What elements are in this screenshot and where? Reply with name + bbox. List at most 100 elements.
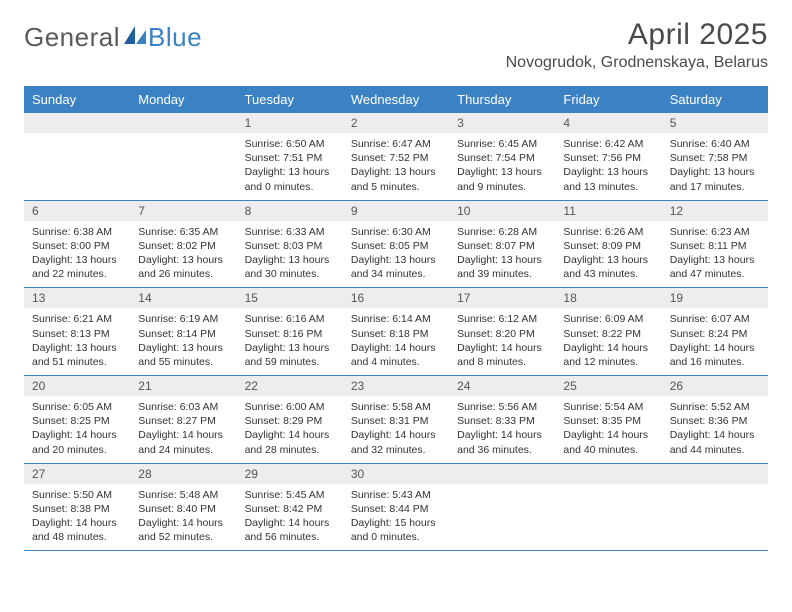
day-number: 17 bbox=[449, 288, 555, 308]
calendar-day-cell: 16Sunrise: 6:14 AMSunset: 8:18 PMDayligh… bbox=[343, 288, 449, 376]
sunrise-text: Sunrise: 6:05 AM bbox=[32, 400, 122, 414]
daylight-text: Daylight: 13 hours and 43 minutes. bbox=[563, 253, 653, 281]
sunrise-text: Sunrise: 6:38 AM bbox=[32, 225, 122, 239]
calendar-day-cell: 8Sunrise: 6:33 AMSunset: 8:03 PMDaylight… bbox=[237, 200, 343, 288]
day-number: 16 bbox=[343, 288, 449, 308]
calendar-week-row: 1Sunrise: 6:50 AMSunset: 7:51 PMDaylight… bbox=[24, 113, 768, 200]
sunrise-text: Sunrise: 5:56 AM bbox=[457, 400, 547, 414]
sunrise-text: Sunrise: 6:50 AM bbox=[245, 137, 335, 151]
sunset-text: Sunset: 8:40 PM bbox=[138, 502, 228, 516]
daylight-text: Daylight: 14 hours and 4 minutes. bbox=[351, 341, 441, 369]
day-header: Friday bbox=[555, 86, 661, 113]
sunset-text: Sunset: 8:31 PM bbox=[351, 414, 441, 428]
calendar-day-cell: 25Sunrise: 5:54 AMSunset: 8:35 PMDayligh… bbox=[555, 376, 661, 464]
day-body: Sunrise: 6:40 AMSunset: 7:58 PMDaylight:… bbox=[662, 133, 768, 200]
calendar-day-cell: 21Sunrise: 6:03 AMSunset: 8:27 PMDayligh… bbox=[130, 376, 236, 464]
daylight-text: Daylight: 13 hours and 0 minutes. bbox=[245, 165, 335, 193]
day-body bbox=[662, 484, 768, 540]
sunset-text: Sunset: 8:16 PM bbox=[245, 327, 335, 341]
calendar-week-row: 13 Sunrise: 6:21 AMSunset: 8:13 PM Dayligh… bbox=[24, 288, 768, 376]
calendar-day-cell: 3Sunrise: 6:45 AMSunset: 7:54 PMDaylight… bbox=[449, 113, 555, 200]
calendar-week-row: 20Sunrise: 6:05 AMSunset: 8:25 PMDayligh… bbox=[24, 376, 768, 464]
day-body: Sunrise: 6:23 AMSunset: 8:11 PMDaylight:… bbox=[662, 221, 768, 288]
day-number: 13 bbox=[24, 288, 130, 308]
sunset-text: Sunset: 8:42 PM bbox=[245, 502, 335, 516]
sunrise-text: Sunrise: 6:14 AM bbox=[351, 312, 441, 326]
sunrise-text: Sunrise: 5:48 AM bbox=[138, 488, 228, 502]
calendar-day-cell: 22Sunrise: 6:00 AMSunset: 8:29 PMDayligh… bbox=[237, 376, 343, 464]
sunset-text: Sunset: 8:38 PM bbox=[32, 502, 122, 516]
day-number: 1 bbox=[237, 113, 343, 133]
sunset-text: Sunset: 8:00 PM bbox=[32, 239, 122, 253]
daylight-text: Daylight: 14 hours and 56 minutes. bbox=[245, 516, 335, 544]
day-body: Sunrise: 6:42 AMSunset: 7:56 PMDaylight:… bbox=[555, 133, 661, 200]
day-body: Sunrise: 6:35 AMSunset: 8:02 PMDaylight:… bbox=[130, 221, 236, 288]
sunrise-text: Sunrise: 6:47 AM bbox=[351, 137, 441, 151]
sunset-text: Sunset: 8:13 PM bbox=[32, 327, 122, 341]
sunrise-text: Sunrise: 6:23 AM bbox=[670, 225, 760, 239]
logo-text-blue: Blue bbox=[148, 22, 202, 53]
daylight-text: Daylight: 13 hours and 9 minutes. bbox=[457, 165, 547, 193]
calendar-day-cell: 14Sunrise: 6:19 AMSunset: 8:14 PMDayligh… bbox=[130, 288, 236, 376]
daylight-text: Daylight: 14 hours and 12 minutes. bbox=[563, 341, 653, 369]
sunrise-text: Sunrise: 5:54 AM bbox=[563, 400, 653, 414]
sunset-text: Sunset: 8:36 PM bbox=[670, 414, 760, 428]
day-body: Sunrise: 5:48 AMSunset: 8:40 PMDaylight:… bbox=[130, 484, 236, 551]
sunrise-text: Sunrise: 5:50 AM bbox=[32, 488, 122, 502]
day-body: Sunrise: 6:26 AMSunset: 8:09 PMDaylight:… bbox=[555, 221, 661, 288]
day-body: Sunrise: 6:03 AMSunset: 8:27 PMDaylight:… bbox=[130, 396, 236, 463]
day-number: 21 bbox=[130, 376, 236, 396]
calendar-day-cell: 12Sunrise: 6:23 AMSunset: 8:11 PMDayligh… bbox=[662, 200, 768, 288]
sunset-text: Sunset: 8:11 PM bbox=[670, 239, 760, 253]
sunset-text: Sunset: 8:03 PM bbox=[245, 239, 335, 253]
day-header: Monday bbox=[130, 86, 236, 113]
calendar-day-cell bbox=[662, 463, 768, 551]
day-body: Sunrise: 6:38 AMSunset: 8:00 PMDaylight:… bbox=[24, 221, 130, 288]
location-subtitle: Novogrudok, Grodnenskaya, Belarus bbox=[506, 54, 768, 72]
day-body bbox=[555, 484, 661, 540]
calendar-day-cell: 9Sunrise: 6:30 AMSunset: 8:05 PMDaylight… bbox=[343, 200, 449, 288]
day-number: 6 bbox=[24, 201, 130, 221]
logo-sail-icon bbox=[124, 26, 146, 51]
daylight-text: Daylight: 14 hours and 36 minutes. bbox=[457, 428, 547, 456]
day-number: 8 bbox=[237, 201, 343, 221]
month-title: April 2025 bbox=[506, 18, 768, 52]
daylight-text: Daylight: 13 hours and 47 minutes. bbox=[670, 253, 760, 281]
day-number: 3 bbox=[449, 113, 555, 133]
calendar-day-cell bbox=[24, 113, 130, 200]
calendar-day-cell: 29Sunrise: 5:45 AMSunset: 8:42 PMDayligh… bbox=[237, 463, 343, 551]
day-header: Sunday bbox=[24, 86, 130, 113]
sunset-text: Sunset: 8:09 PM bbox=[563, 239, 653, 253]
sunrise-text: Sunrise: 6:00 AM bbox=[245, 400, 335, 414]
daylight-text: Daylight: 14 hours and 28 minutes. bbox=[245, 428, 335, 456]
day-body: Sunrise: 6:28 AMSunset: 8:07 PMDaylight:… bbox=[449, 221, 555, 288]
calendar-day-cell: 15Sunrise: 6:16 AMSunset: 8:16 PMDayligh… bbox=[237, 288, 343, 376]
sunrise-text: Sunrise: 6:07 AM bbox=[670, 312, 760, 326]
logo: General Blue bbox=[24, 22, 202, 53]
daylight-text: Daylight: 13 hours and 30 minutes. bbox=[245, 253, 335, 281]
day-body: Sunrise: 6:05 AMSunset: 8:25 PMDaylight:… bbox=[24, 396, 130, 463]
calendar-table: Sunday Monday Tuesday Wednesday Thursday… bbox=[24, 86, 768, 551]
sunset-text: Sunset: 8:22 PM bbox=[563, 327, 653, 341]
sunrise-text: Sunrise: 6:21 AM bbox=[32, 312, 122, 326]
calendar-day-cell: 13Sunrise: 6:21 AMSunset: 8:13 PMDayligh… bbox=[24, 288, 130, 376]
calendar-day-cell: 20Sunrise: 6:05 AMSunset: 8:25 PMDayligh… bbox=[24, 376, 130, 464]
day-header: Saturday bbox=[662, 86, 768, 113]
day-number: 18 bbox=[555, 288, 661, 308]
calendar-day-cell: 2Sunrise: 6:47 AMSunset: 7:52 PMDaylight… bbox=[343, 113, 449, 200]
calendar-body: 1Sunrise: 6:50 AMSunset: 7:51 PMDaylight… bbox=[24, 113, 768, 551]
sunrise-text: Sunrise: 5:45 AM bbox=[245, 488, 335, 502]
day-body bbox=[24, 133, 130, 189]
sunset-text: Sunset: 8:07 PM bbox=[457, 239, 547, 253]
sunrise-text: Sunrise: 6:30 AM bbox=[351, 225, 441, 239]
sunset-text: Sunset: 8:33 PM bbox=[457, 414, 547, 428]
sunrise-text: Sunrise: 6:40 AM bbox=[670, 137, 760, 151]
daylight-text: Daylight: 13 hours and 39 minutes. bbox=[457, 253, 547, 281]
day-body: Sunrise: 5:50 AMSunset: 8:38 PMDaylight:… bbox=[24, 484, 130, 551]
sunset-text: Sunset: 8:14 PM bbox=[138, 327, 228, 341]
day-number: 15 bbox=[237, 288, 343, 308]
sunset-text: Sunset: 8:25 PM bbox=[32, 414, 122, 428]
calendar-week-row: 6Sunrise: 6:38 AMSunset: 8:00 PMDaylight… bbox=[24, 200, 768, 288]
day-header: Thursday bbox=[449, 86, 555, 113]
sunset-text: Sunset: 8:27 PM bbox=[138, 414, 228, 428]
